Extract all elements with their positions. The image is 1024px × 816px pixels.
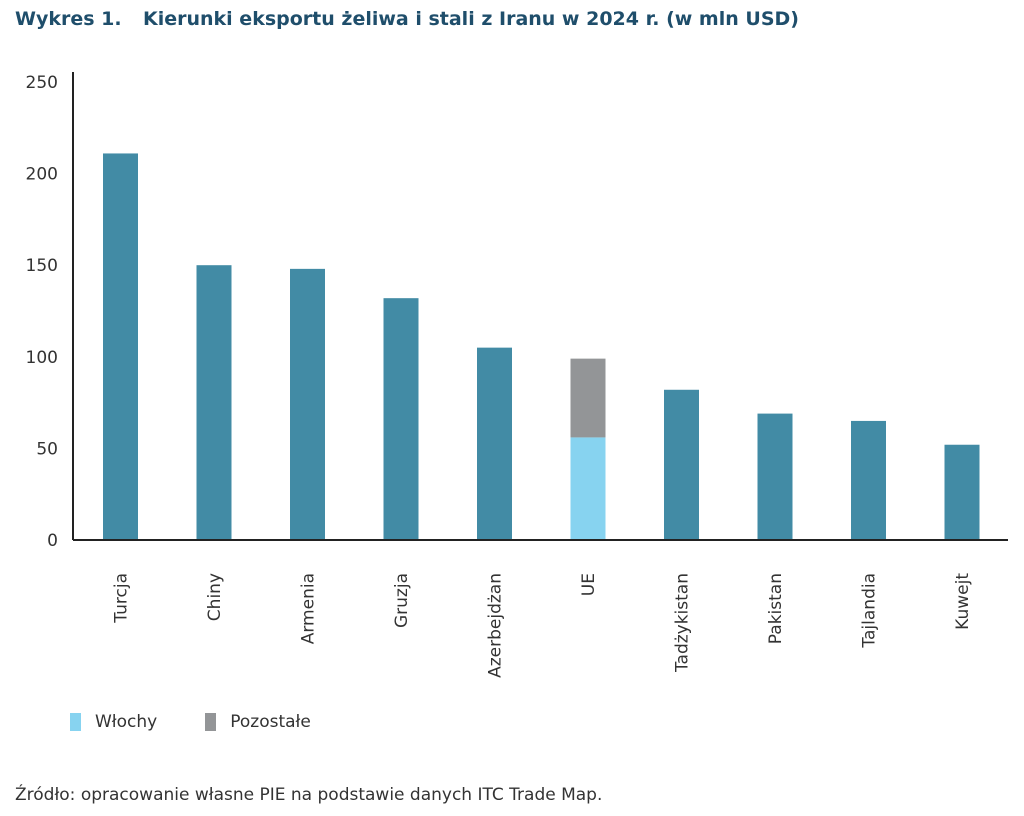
y-tick-label: 100: [26, 348, 58, 368]
legend: Włochy Pozostałe: [70, 712, 359, 732]
bar-segment-pozostale: [570, 358, 606, 438]
source-note: Źródło: opracowanie własne PIE na podsta…: [15, 785, 603, 805]
chart-title-text: Kierunki eksportu żeliwa i stali z Iranu…: [143, 8, 799, 30]
legend-label-pozostale: Pozostałe: [230, 712, 311, 732]
x-tick-label: Pakistan: [766, 573, 786, 644]
bar: [477, 347, 512, 540]
x-tick-label: Tadżykistan: [673, 573, 693, 673]
bar: [196, 265, 232, 540]
bar: [851, 420, 886, 540]
bar-chart: 0 50 100 150 200 250 Turcja Chiny Armenia Gruzja A…: [26, 72, 1008, 678]
x-tick-label: Turcja: [112, 573, 132, 624]
x-tick-label: Azerbejdżan: [486, 573, 506, 678]
legend-label-wlochy: Włochy: [95, 712, 158, 732]
bar: [290, 268, 325, 540]
x-tick-label: Kuwejt: [953, 573, 973, 630]
x-tick-label: UE: [579, 573, 599, 596]
chart-title: Wykres 1. Kierunki eksportu żeliwa i stal…: [15, 8, 799, 30]
legend-swatch-wlochy: [70, 713, 81, 731]
bar-segment-wlochy: [570, 437, 606, 540]
legend-item-pozostale: Pozostałe: [205, 712, 311, 732]
y-tick-label: 250: [26, 73, 58, 93]
y-tick-label: 150: [26, 256, 58, 276]
x-tick-label: Tajlandia: [860, 573, 880, 649]
y-tick-label: 50: [36, 439, 58, 459]
chart-title-number: Wykres 1.: [15, 8, 122, 30]
legend-item-wlochy: Włochy: [70, 712, 157, 732]
x-tick-label: Armenia: [299, 573, 319, 644]
x-tick-label: Gruzja: [392, 573, 412, 628]
legend-swatch-pozostale: [205, 713, 217, 731]
y-tick-label: 0: [47, 531, 58, 551]
bar: [664, 389, 699, 540]
bar: [944, 444, 980, 540]
x-tick-label: Chiny: [205, 573, 225, 621]
bar: [757, 413, 793, 540]
bar: [383, 298, 419, 540]
y-tick-label: 200: [26, 165, 58, 185]
bar: [103, 153, 138, 540]
